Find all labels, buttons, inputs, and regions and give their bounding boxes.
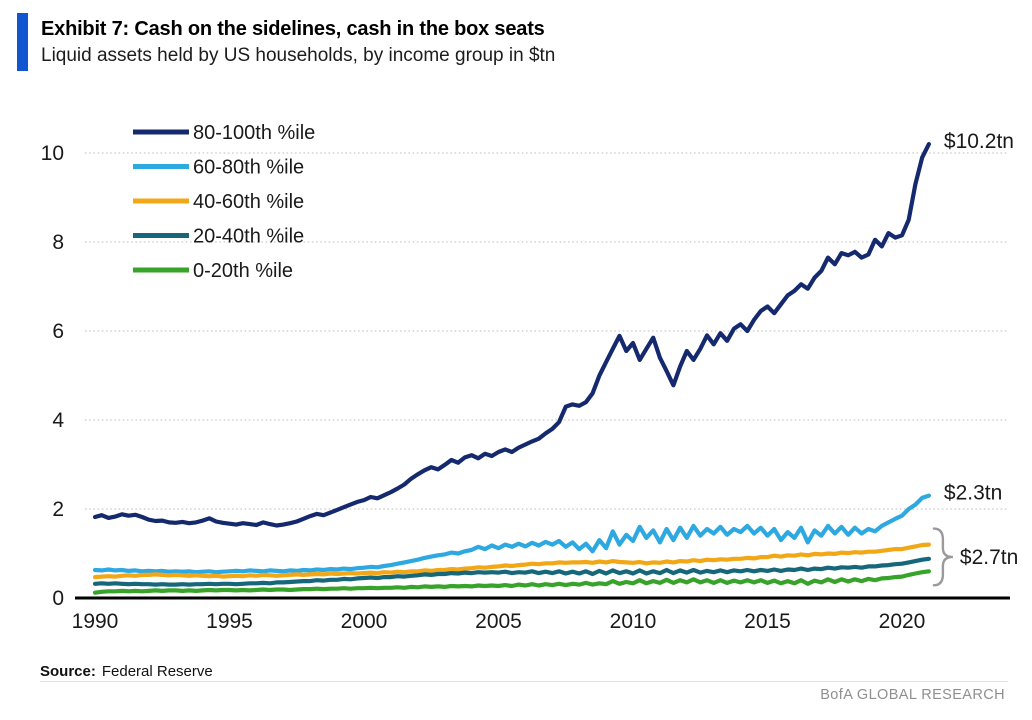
page-subtitle: Liquid assets held by US households, by … [41,44,556,66]
svg-text:60-80th %ile: 60-80th %ile [193,157,304,179]
svg-text:2000: 2000 [341,610,388,633]
footer-divider [40,681,1008,682]
svg-text:1995: 1995 [206,610,253,633]
svg-text:2: 2 [52,498,64,521]
svg-text:2010: 2010 [610,610,657,633]
page-title: Exhibit 7: Cash on the sidelines, cash i… [41,17,545,40]
source-label: Source: [40,663,96,680]
line-chart: 0 2 4 6 8 10 1990 1995 2000 2005 2010 2015 2020 80-10… [41,122,1019,633]
svg-text:2005: 2005 [475,610,522,633]
svg-text:20-40th %ile: 20-40th %ile [193,226,304,248]
source-line: Source: Federal Reserve [40,663,213,680]
svg-text:6: 6 [52,320,64,343]
svg-text:$2.7tn: $2.7tn [960,546,1018,569]
svg-text:$10.2tn: $10.2tn [944,130,1014,153]
svg-text:80-100th %ile: 80-100th %ile [193,122,315,144]
svg-text:40-60th %ile: 40-60th %ile [193,191,304,213]
svg-text:1990: 1990 [72,610,119,633]
bofa-branding: BofA GLOBAL RESEARCH [820,687,1005,703]
svg-text:0-20th %ile: 0-20th %ile [193,260,293,282]
svg-text:8: 8 [52,231,64,254]
accent-bar [17,13,28,71]
svg-text:2020: 2020 [879,610,926,633]
svg-text:$2.3tn: $2.3tn [944,482,1002,505]
svg-text:4: 4 [52,409,64,432]
svg-text:10: 10 [41,142,64,165]
svg-text:0: 0 [52,587,64,610]
svg-text:2015: 2015 [744,610,791,633]
source-text: Federal Reserve [101,663,213,680]
exhibit-header: Exhibit 7: Cash on the sidelines, cash i… [17,13,555,71]
